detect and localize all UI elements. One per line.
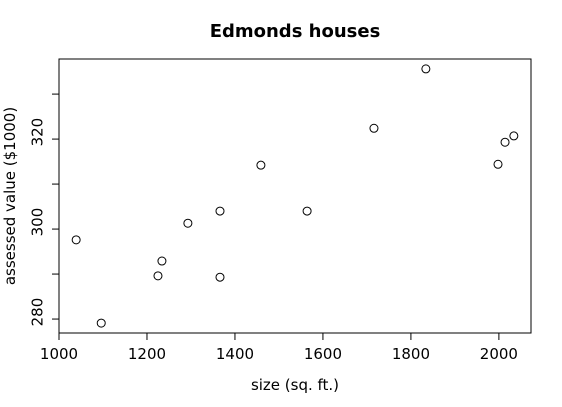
point	[96, 318, 106, 328]
point	[421, 64, 431, 74]
point	[500, 137, 510, 147]
y-tick-label: 280	[29, 298, 47, 327]
x-tick-label: 1400	[216, 345, 254, 363]
x-tick-label: 1200	[128, 345, 166, 363]
point	[215, 272, 225, 282]
point	[509, 131, 519, 141]
point	[215, 206, 225, 216]
x-tick-label: 1000	[40, 345, 78, 363]
point	[183, 218, 193, 228]
x-axis-label: size (sq. ft.)	[251, 376, 339, 394]
x-tick-label: 2000	[480, 345, 518, 363]
chart-title: Edmonds houses	[210, 21, 381, 42]
point	[71, 235, 81, 245]
y-tick-label: 320	[29, 118, 47, 147]
plot-frame	[58, 58, 532, 334]
point	[493, 159, 503, 169]
y-tick-label: 300	[29, 208, 47, 237]
point	[157, 256, 167, 266]
x-tick-label: 1600	[304, 345, 342, 363]
y-axis-label: assessed value ($1000)	[1, 107, 19, 285]
point	[256, 160, 266, 170]
point	[369, 123, 379, 133]
point	[153, 271, 163, 281]
x-tick-label: 1800	[392, 345, 430, 363]
point	[302, 206, 312, 216]
